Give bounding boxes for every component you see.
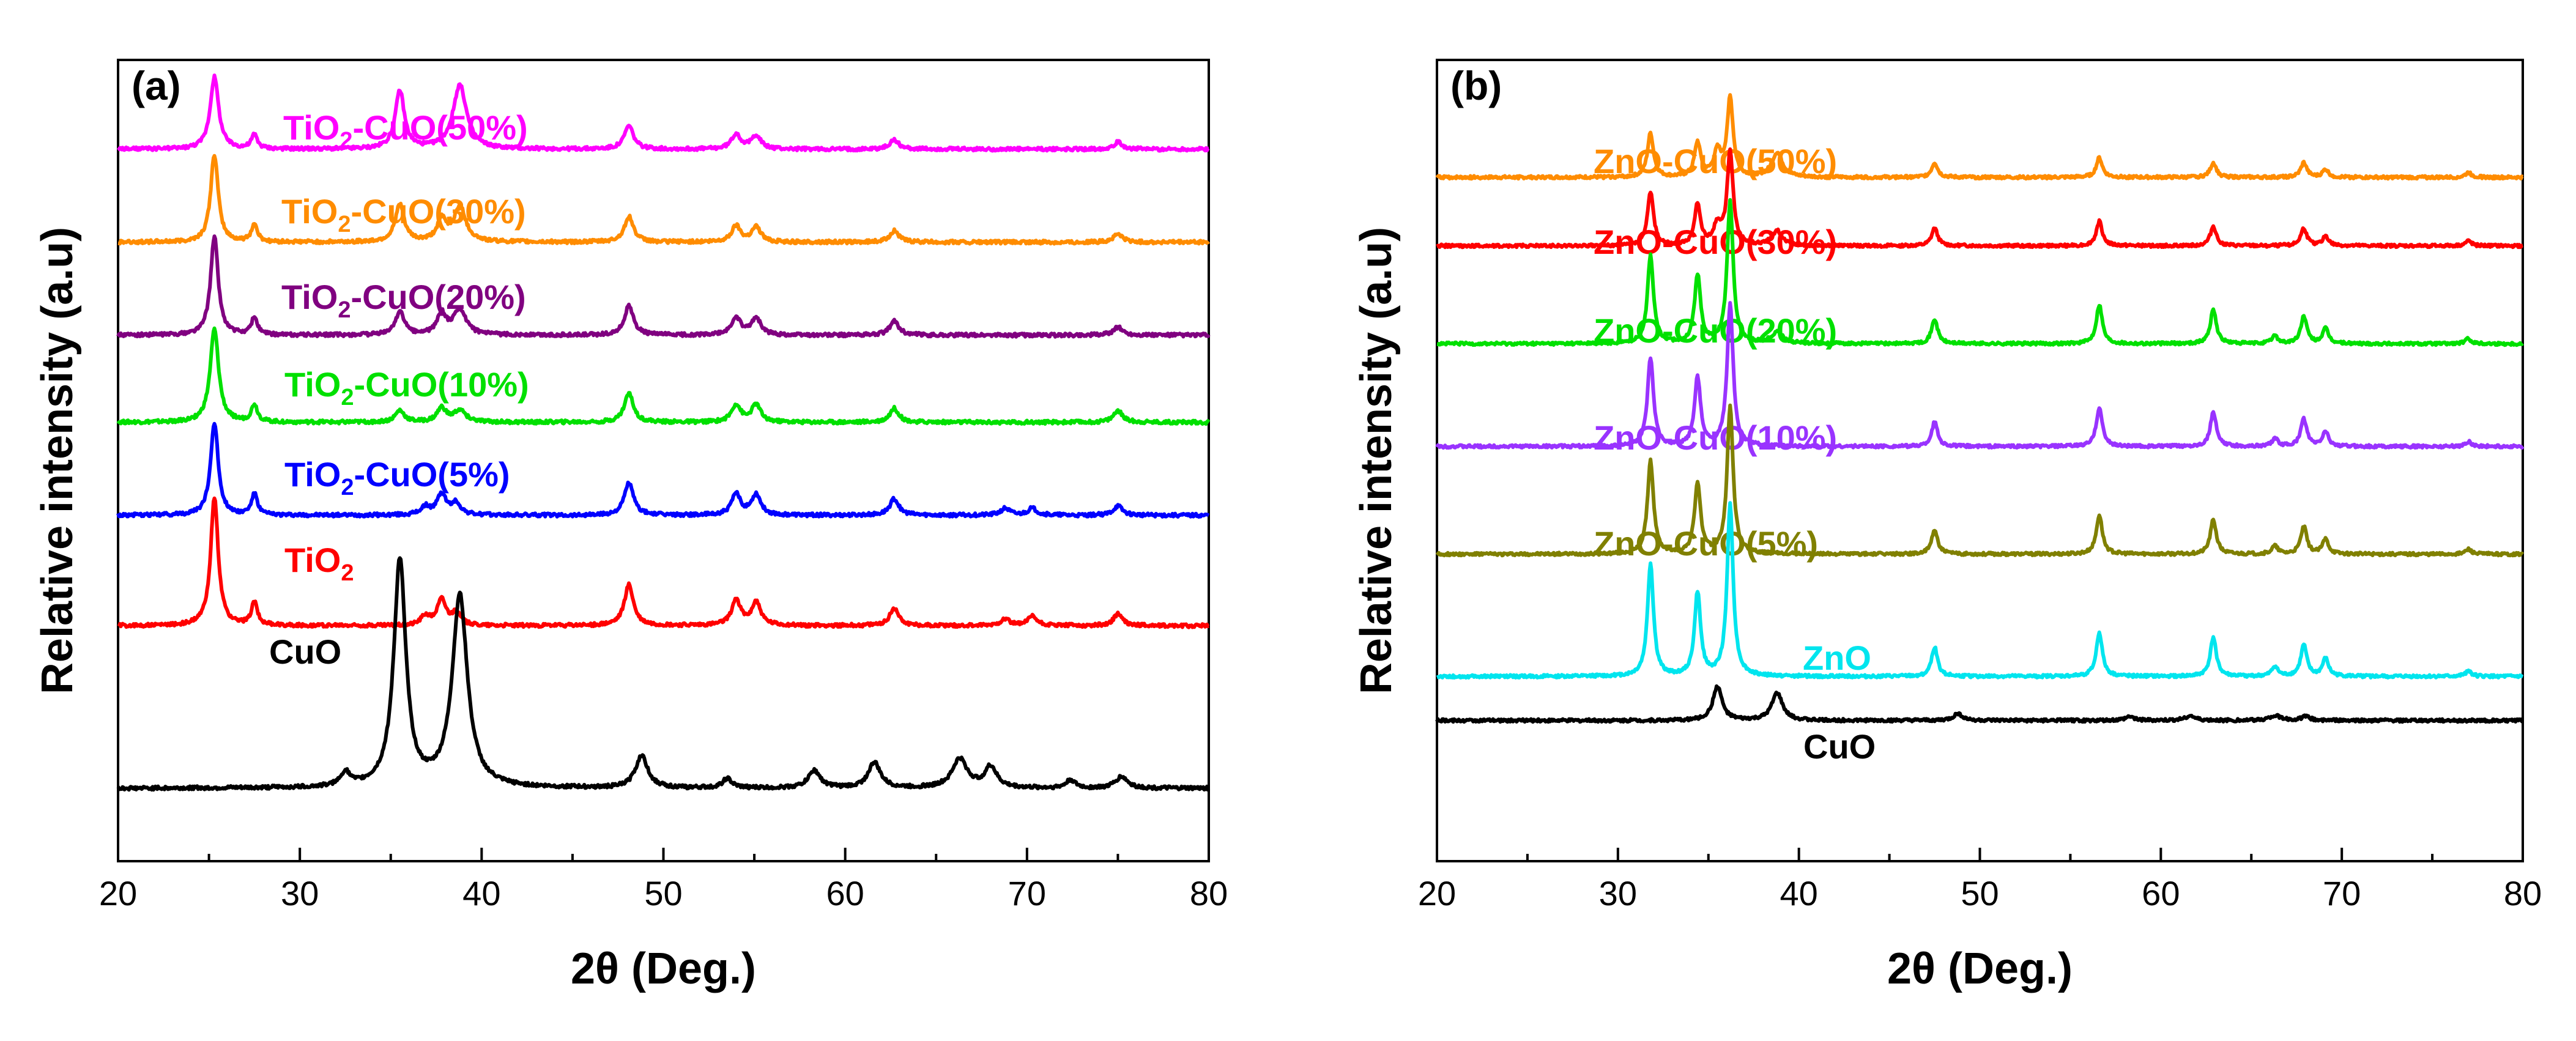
x-tick-label: 50	[644, 874, 682, 913]
series-label: TiO2-CuO(30%)	[281, 192, 526, 237]
y-axis-title: Relative intensity (a.u)	[33, 227, 82, 694]
y-axis-title: Relative intensity (a.u)	[1352, 227, 1401, 694]
series-label: ZnO	[1803, 639, 1871, 677]
series-trace	[1436, 147, 2524, 250]
series-label-subscript: 2	[338, 212, 351, 237]
series-trace	[116, 421, 1210, 519]
series-label-text: ZnO-CuO(50%)	[1594, 142, 1837, 180]
series-trace	[1435, 93, 2524, 181]
series-label-subscript: 2	[338, 297, 351, 323]
series-label-suffix: -CuO(50%)	[352, 108, 527, 147]
series-label-text: TiO	[284, 455, 341, 494]
x-tick-label: 70	[2323, 874, 2361, 913]
x-axis-title: 2θ (Deg.)	[571, 944, 756, 993]
series-label: TiO2-CuO(10%)	[284, 365, 529, 410]
x-tick-label: 40	[1780, 874, 1818, 913]
series-label: ZnO-CuO(10%)	[1594, 418, 1837, 457]
x-tick-label: 20	[1418, 874, 1456, 913]
chart-panel-a: 20 30 40 50 60 70 80 2θ (Deg.) Relative intensit…	[33, 59, 1228, 993]
series-label-text: CuO	[269, 632, 341, 671]
series-trace	[1435, 301, 2525, 450]
x-tick-label: 30	[281, 874, 319, 913]
series-label-suffix: -CuO(10%)	[354, 365, 529, 404]
series-label-text: ZnO-CuO(20%)	[1594, 311, 1837, 350]
x-tick-label: 60	[2142, 874, 2180, 913]
series-trace	[116, 234, 1211, 339]
series-label-text: CuO	[1803, 727, 1876, 766]
x-tick-label: 30	[1599, 874, 1637, 913]
series-trace	[117, 73, 1210, 153]
series-trace	[117, 154, 1211, 246]
series-label-text: ZnO-CuO(5%)	[1594, 524, 1818, 563]
series-label: ZnO-CuO(30%)	[1594, 223, 1837, 261]
x-tick-label: 50	[1961, 874, 1999, 913]
x-tick-label: 80	[2504, 874, 2542, 913]
series-trace	[1436, 501, 2524, 680]
series-label-text: TiO	[284, 365, 341, 404]
plot-frame	[117, 59, 1210, 862]
x-tick-label: 40	[462, 874, 500, 913]
series-trace	[1436, 198, 2524, 347]
chart-panel-b: 20 30 40 50 60 70 80 2θ (Deg.) Relative intensit…	[1352, 59, 2542, 993]
series-trace	[1435, 403, 2525, 558]
series-trace	[116, 326, 1211, 426]
series-label-subscript: 2	[340, 128, 352, 154]
series-label: TiO2-CuO(20%)	[281, 278, 526, 323]
series-label: TiO2-CuO(50%)	[283, 108, 528, 154]
series-label-suffix: -CuO(5%)	[354, 455, 510, 494]
series-label: ZnO-CuO(20%)	[1594, 311, 1837, 350]
series-trace	[116, 556, 1211, 792]
series-label: CuO	[269, 632, 341, 671]
series-label-suffix: -CuO(30%)	[351, 192, 525, 231]
series-trace	[1435, 684, 2524, 724]
series-label-subscript: 2	[341, 385, 354, 410]
x-tick-label: 20	[99, 874, 137, 913]
series-label-text: TiO	[281, 192, 338, 231]
x-tick-label: 60	[826, 874, 864, 913]
series-trace	[117, 496, 1210, 629]
series-label-subscript: 2	[341, 475, 354, 500]
series-label-subscript: 2	[341, 560, 354, 586]
series-label: TiO2	[284, 541, 354, 586]
series-label-text: ZnO	[1803, 639, 1871, 677]
series-label: ZnO-CuO(50%)	[1594, 142, 1837, 180]
series-label: CuO	[1803, 727, 1876, 766]
series-label-text: ZnO-CuO(10%)	[1594, 418, 1837, 457]
x-tick-label: 70	[1008, 874, 1046, 913]
series-label: TiO2-CuO(5%)	[284, 455, 510, 500]
series-label-text: TiO	[284, 541, 341, 579]
panel-label: (b)	[1450, 63, 1502, 108]
series-label: ZnO-CuO(5%)	[1594, 524, 1818, 563]
series-label-text: TiO	[283, 108, 340, 147]
x-axis-title: 2θ (Deg.)	[1887, 944, 2073, 993]
series-label-text: ZnO-CuO(30%)	[1594, 223, 1837, 261]
series-label-text: TiO	[281, 278, 338, 316]
panel-label: (a)	[132, 63, 181, 108]
x-tick-label: 80	[1190, 874, 1228, 913]
series-label-suffix: -CuO(20%)	[351, 278, 525, 316]
